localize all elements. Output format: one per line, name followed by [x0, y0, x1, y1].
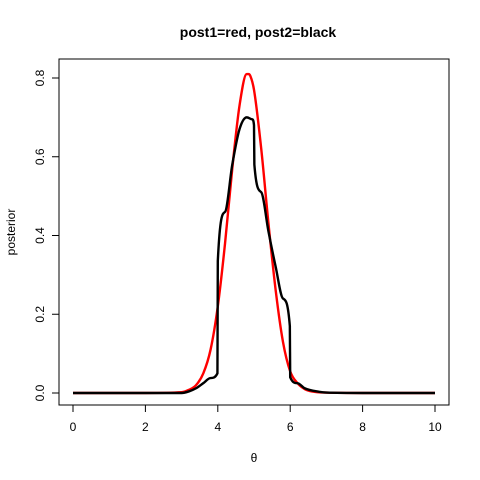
chart-title: post1=red, post2=black [180, 24, 337, 40]
y-tick-label: 0.0 [33, 384, 47, 401]
series-layer [73, 72, 435, 395]
series-line-2 [73, 116, 435, 395]
x-tick-label: 4 [214, 420, 221, 434]
x-tick-label: 8 [359, 420, 366, 434]
y-tick-label: 0.2 [33, 306, 47, 323]
x-tick-label: 2 [142, 420, 149, 434]
y-tick-label: 0.6 [33, 148, 47, 165]
y-axis: 0.0 0.2 0.4 0.6 0.8 [33, 69, 60, 401]
x-tick-label: 0 [70, 420, 77, 434]
x-axis-label: θ [251, 451, 258, 465]
y-tick-label: 0.4 [33, 227, 47, 244]
x-tick-label: 6 [287, 420, 294, 434]
y-tick-label: 0.8 [33, 69, 47, 86]
x-axis: 0 2 4 6 8 10 [70, 404, 442, 434]
x-tick-label: 10 [428, 420, 442, 434]
y-axis-label: posterior [4, 209, 18, 256]
